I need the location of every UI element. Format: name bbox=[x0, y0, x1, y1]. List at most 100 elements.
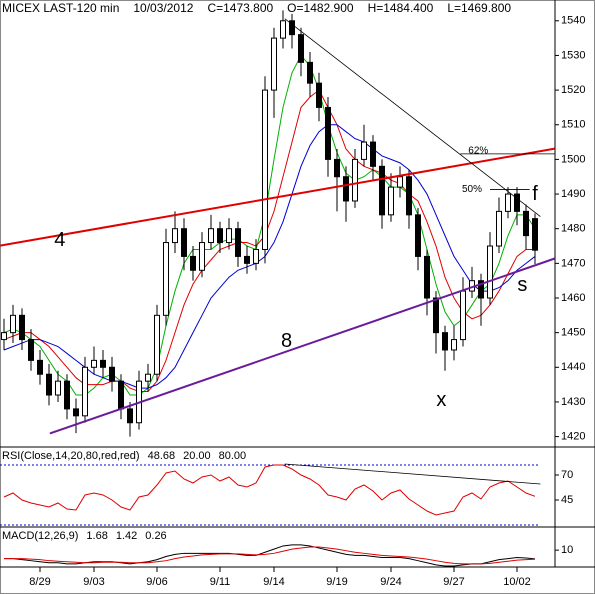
y-tick-label: 1490 bbox=[561, 188, 585, 200]
indicator-line bbox=[4, 546, 536, 565]
candle-body bbox=[208, 228, 214, 244]
y-tick-label: 70 bbox=[561, 469, 573, 481]
y-tick-label: 1530 bbox=[561, 49, 585, 61]
trend-line bbox=[49, 257, 556, 435]
candle-body bbox=[415, 214, 421, 257]
candle-body bbox=[154, 314, 160, 375]
candle-body bbox=[190, 255, 196, 271]
candle-body bbox=[451, 339, 457, 351]
indicator-line bbox=[3, 124, 536, 389]
legend-text: 20.00 bbox=[183, 450, 211, 462]
legend-text: MACD(12,26,9) bbox=[2, 530, 78, 542]
y-tick-label: 1440 bbox=[561, 361, 585, 373]
annotation: f bbox=[532, 183, 538, 205]
annotation: x bbox=[436, 389, 446, 411]
trend-line bbox=[0, 147, 555, 247]
candle-body bbox=[361, 141, 367, 160]
candle-body bbox=[199, 242, 205, 271]
y-tick-label: 1470 bbox=[561, 257, 585, 269]
annotation: s bbox=[517, 274, 527, 296]
candle-body bbox=[514, 193, 520, 212]
candle-body bbox=[217, 228, 223, 244]
y-tick-label: 45 bbox=[561, 494, 573, 506]
candle-body bbox=[442, 332, 448, 351]
legend-text: 80.00 bbox=[219, 450, 247, 462]
y-tick-label: 1450 bbox=[561, 327, 585, 339]
candle-body bbox=[253, 248, 259, 264]
x-tick-label: 9/06 bbox=[146, 576, 167, 588]
legend-text: 1.42 bbox=[116, 530, 137, 542]
candle-body bbox=[334, 158, 340, 178]
trend-line bbox=[284, 18, 541, 217]
x-tick-label: 9/14 bbox=[263, 576, 284, 588]
candle-body bbox=[325, 106, 331, 160]
candle-body bbox=[424, 255, 430, 299]
candle-body bbox=[82, 366, 88, 417]
candle-body bbox=[487, 245, 493, 299]
x-tick-label: 9/27 bbox=[443, 576, 464, 588]
header-text: L=1469.800 bbox=[447, 1, 511, 15]
candle-body bbox=[55, 380, 61, 396]
candle-body bbox=[397, 176, 403, 188]
indicator-line bbox=[3, 464, 536, 516]
candle-body bbox=[370, 141, 376, 167]
legend-text: 48.68 bbox=[148, 450, 176, 462]
candle-body bbox=[91, 359, 97, 368]
y-tick-label: 1500 bbox=[561, 153, 585, 165]
annotation: 62% bbox=[468, 145, 488, 156]
annotation: 50% bbox=[462, 184, 482, 195]
candle-body bbox=[280, 20, 286, 39]
y-tick-label: 1480 bbox=[561, 223, 585, 235]
candle-body bbox=[352, 158, 358, 202]
candle-body bbox=[379, 165, 385, 216]
x-tick-label: 9/03 bbox=[83, 576, 104, 588]
candle-body bbox=[127, 408, 133, 424]
candle-body bbox=[172, 228, 178, 244]
candle-body bbox=[235, 228, 241, 257]
header-text: C=1473.800 bbox=[207, 1, 273, 15]
y-tick-label: 1430 bbox=[561, 396, 585, 408]
y-tick-label: 1520 bbox=[561, 84, 585, 96]
header: MICEX LAST-120 min 10/03/2012 C=1473.800 O=… bbox=[2, 1, 511, 15]
legend-text: 1.68 bbox=[86, 530, 107, 542]
indicator-line bbox=[3, 54, 536, 396]
candle-body bbox=[37, 359, 43, 375]
y-tick-label: 1460 bbox=[561, 292, 585, 304]
candle-body bbox=[496, 210, 502, 247]
y-tick-label: 1510 bbox=[561, 119, 585, 131]
y-tick-label: 1540 bbox=[561, 15, 585, 27]
candle-body bbox=[118, 380, 124, 410]
candle-body bbox=[262, 89, 268, 250]
candle-body bbox=[298, 34, 304, 63]
candle-body bbox=[109, 366, 115, 382]
candle-body bbox=[1, 332, 7, 341]
legend-text: RSI(Close,14,20,80,red,red) bbox=[2, 450, 140, 462]
candle-body bbox=[289, 20, 295, 36]
candle-body bbox=[460, 290, 466, 341]
annotation: 4 bbox=[54, 229, 65, 251]
trend-line bbox=[284, 463, 541, 485]
candle-body bbox=[505, 193, 511, 212]
x-tick-label: 9/11 bbox=[210, 576, 231, 588]
candle-body bbox=[181, 228, 187, 257]
candle-body bbox=[145, 373, 151, 382]
candle-body bbox=[523, 210, 529, 237]
candle-body bbox=[532, 218, 538, 251]
header-text: MICEX LAST-120 min bbox=[2, 1, 119, 15]
candle-body bbox=[64, 380, 70, 410]
indicator-line bbox=[3, 89, 535, 393]
candle-body bbox=[10, 314, 16, 334]
header-text: O=1482.900 bbox=[287, 1, 354, 15]
x-tick-label: 8/29 bbox=[29, 576, 50, 588]
candle-body bbox=[73, 408, 79, 417]
header-text: 10/03/2012 bbox=[133, 1, 193, 15]
candle-body bbox=[244, 255, 250, 264]
candle-body bbox=[19, 314, 25, 341]
candle-body bbox=[433, 297, 439, 334]
candle-body bbox=[163, 242, 169, 316]
candle-body bbox=[406, 176, 412, 216]
annotation: 8 bbox=[281, 330, 292, 352]
x-tick-label: 9/24 bbox=[380, 576, 401, 588]
candle-body bbox=[271, 37, 277, 91]
candle-body bbox=[46, 373, 52, 396]
